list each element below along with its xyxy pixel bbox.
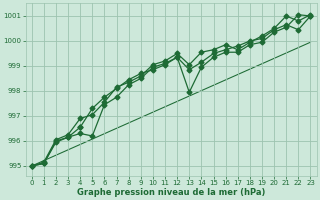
X-axis label: Graphe pression niveau de la mer (hPa): Graphe pression niveau de la mer (hPa) — [77, 188, 265, 197]
